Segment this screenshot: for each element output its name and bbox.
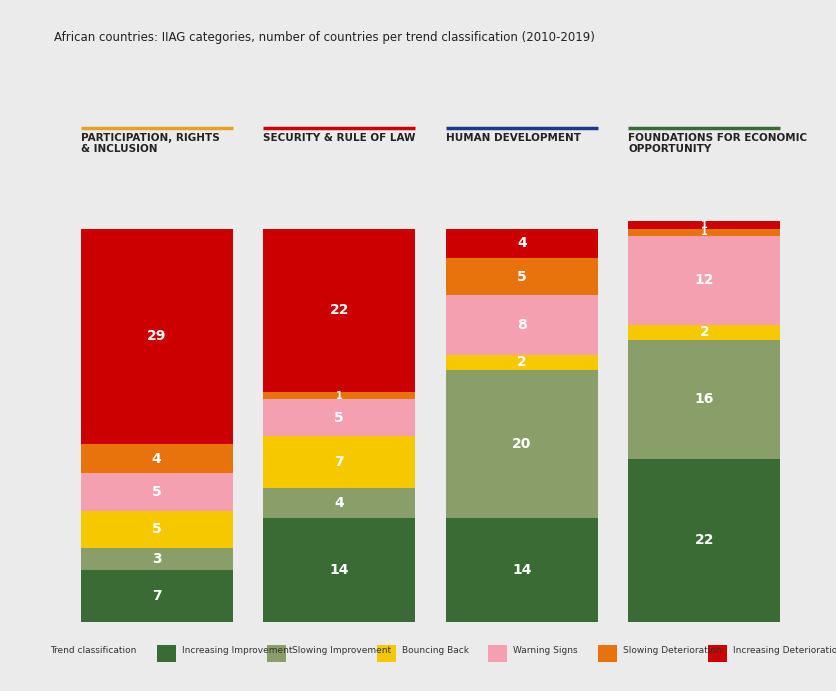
Bar [80, 548, 232, 570]
Bar [80, 511, 232, 548]
Text: 14: 14 [329, 563, 349, 577]
Text: 20: 20 [512, 437, 532, 451]
Text: 1: 1 [701, 220, 708, 230]
Bar [629, 236, 781, 325]
Bar [446, 229, 598, 258]
Text: PARTICIPATION, RIGHTS
& INCLUSION: PARTICIPATION, RIGHTS & INCLUSION [80, 133, 219, 154]
Text: 22: 22 [695, 533, 714, 547]
Text: 7: 7 [152, 589, 161, 603]
Text: 2: 2 [517, 355, 527, 369]
FancyBboxPatch shape [598, 645, 617, 662]
Bar [263, 436, 415, 489]
Bar [446, 518, 598, 622]
Text: 8: 8 [517, 318, 527, 332]
Bar [80, 473, 232, 511]
Bar [446, 370, 598, 518]
Text: 12: 12 [695, 274, 714, 287]
Bar [80, 570, 232, 622]
Bar [263, 518, 415, 622]
Text: 14: 14 [512, 563, 532, 577]
Bar [629, 229, 781, 236]
Text: 4: 4 [152, 452, 161, 466]
Text: 29: 29 [147, 329, 166, 343]
FancyBboxPatch shape [708, 645, 727, 662]
Text: 1: 1 [336, 390, 343, 401]
Text: 5: 5 [334, 410, 344, 425]
Bar [263, 489, 415, 518]
FancyBboxPatch shape [377, 645, 396, 662]
FancyBboxPatch shape [487, 645, 507, 662]
Text: Slowing Improvement: Slowing Improvement [292, 645, 391, 655]
Text: African countries: IIAG categories, number of countries per trend classification: African countries: IIAG categories, numb… [54, 31, 595, 44]
FancyBboxPatch shape [156, 645, 176, 662]
Bar [446, 258, 598, 295]
Text: 5: 5 [152, 485, 161, 499]
Bar [629, 325, 781, 340]
Bar [629, 459, 781, 622]
Bar [629, 221, 781, 229]
Bar [629, 340, 781, 459]
Text: Increasing Deterioration: Increasing Deterioration [733, 645, 836, 655]
Text: Warning Signs: Warning Signs [512, 645, 578, 655]
Text: Bouncing Back: Bouncing Back [402, 645, 469, 655]
Text: Trend classification: Trend classification [50, 645, 136, 655]
Text: SECURITY & RULE OF LAW: SECURITY & RULE OF LAW [263, 133, 415, 143]
Bar [80, 229, 232, 444]
Text: 1: 1 [701, 227, 708, 237]
Bar [446, 295, 598, 354]
Text: 4: 4 [334, 496, 344, 510]
Text: FOUNDATIONS FOR ECONOMIC
OPPORTUNITY: FOUNDATIONS FOR ECONOMIC OPPORTUNITY [629, 133, 808, 154]
Text: HUMAN DEVELOPMENT: HUMAN DEVELOPMENT [446, 133, 581, 143]
Bar [263, 229, 415, 392]
Bar [446, 354, 598, 370]
Text: 7: 7 [334, 455, 344, 469]
Text: 5: 5 [517, 269, 527, 284]
Text: 3: 3 [152, 552, 161, 566]
Text: 22: 22 [329, 303, 349, 317]
Text: 5: 5 [152, 522, 161, 536]
Bar [263, 392, 415, 399]
Text: Slowing Deterioration: Slowing Deterioration [623, 645, 721, 655]
Text: 16: 16 [695, 392, 714, 406]
Text: 4: 4 [517, 236, 527, 250]
Bar [263, 399, 415, 436]
Bar [80, 444, 232, 473]
Text: 2: 2 [700, 325, 709, 339]
FancyBboxPatch shape [267, 645, 286, 662]
Text: Increasing Improvement: Increasing Improvement [181, 645, 293, 655]
